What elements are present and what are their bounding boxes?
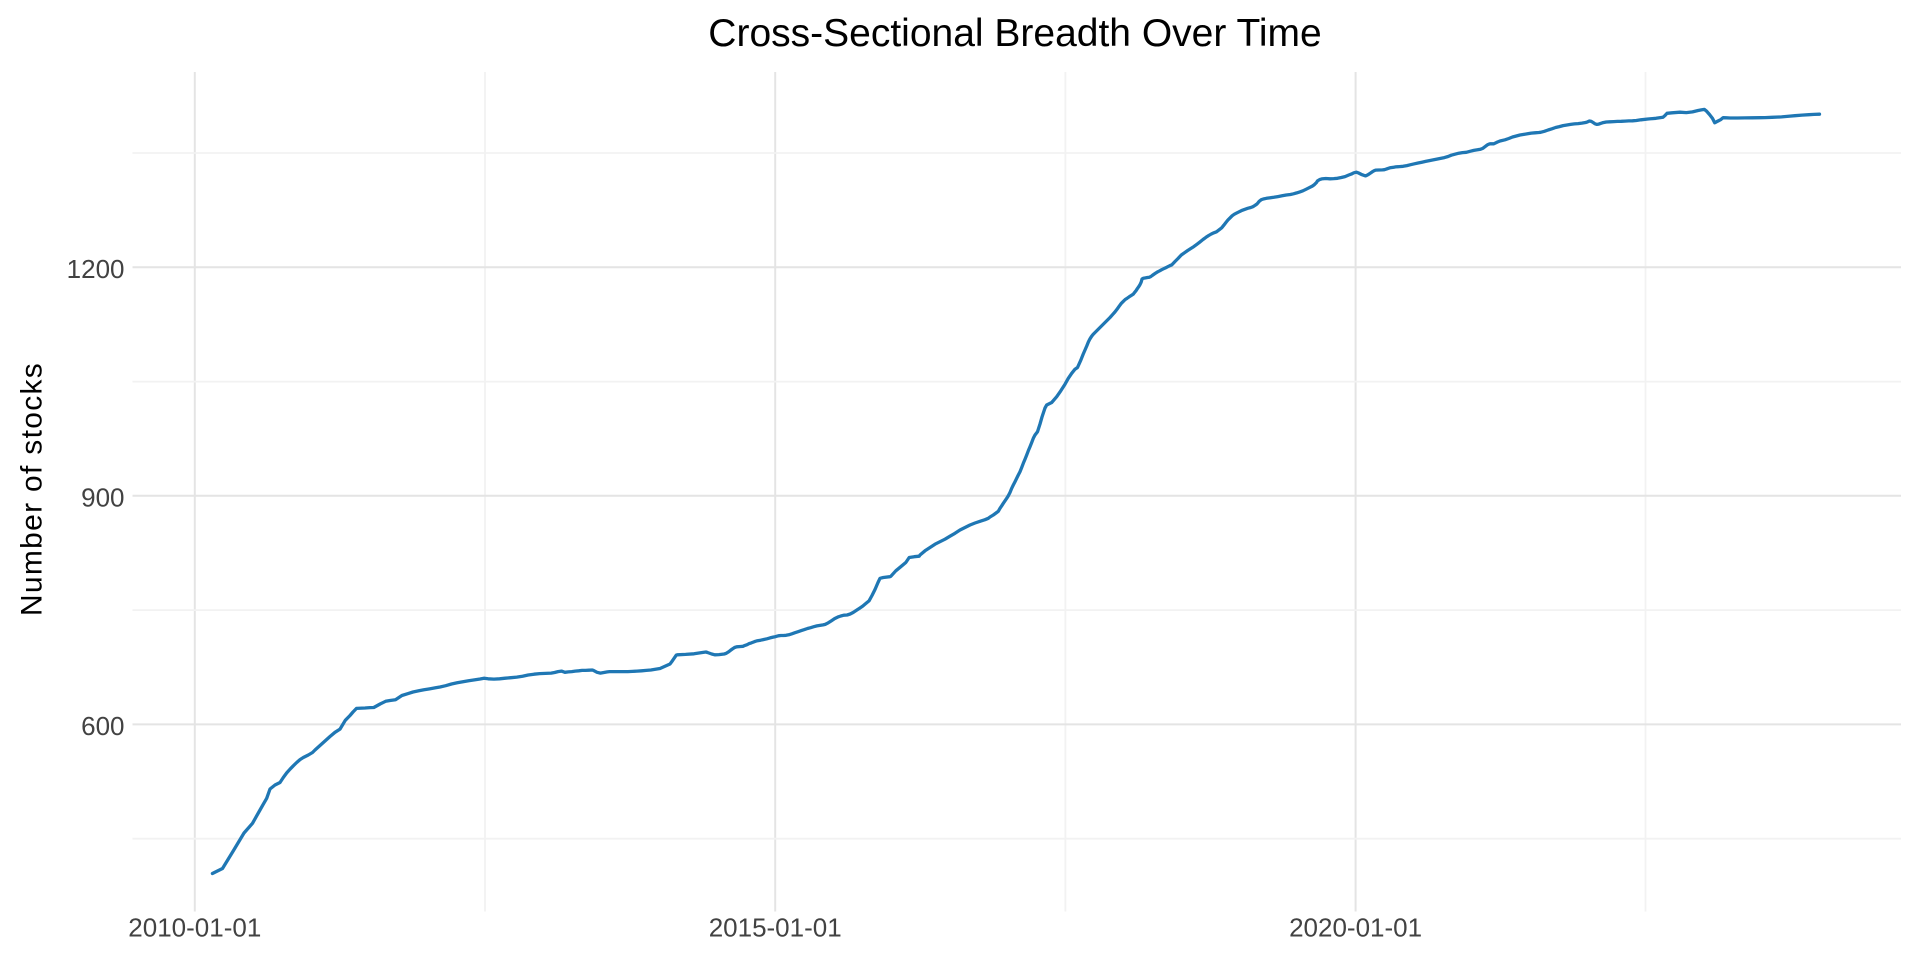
svg-text:2015-01-01: 2015-01-01: [709, 913, 842, 943]
svg-text:900: 900: [81, 482, 124, 512]
svg-text:Number of stocks: Number of stocks: [16, 362, 49, 616]
svg-text:2010-01-01: 2010-01-01: [128, 913, 261, 943]
svg-text:600: 600: [81, 711, 124, 741]
svg-text:Cross-Sectional Breadth Over T: Cross-Sectional Breadth Over Time: [708, 12, 1321, 55]
svg-text:2020-01-01: 2020-01-01: [1289, 913, 1422, 943]
svg-text:1200: 1200: [67, 254, 125, 284]
